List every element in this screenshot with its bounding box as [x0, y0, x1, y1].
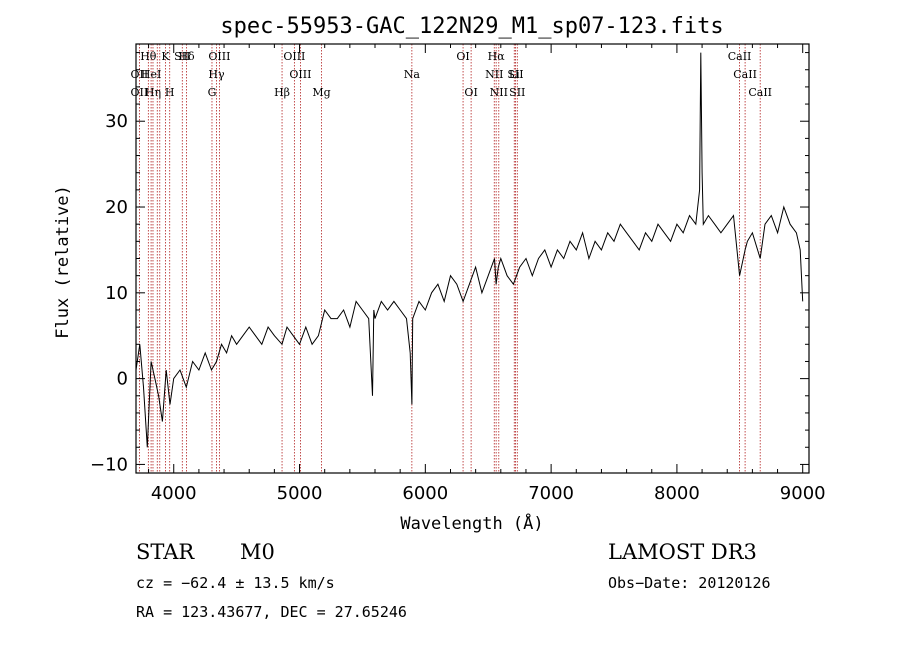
y-tick-label: −10	[90, 454, 128, 475]
y-tick-label: 10	[105, 283, 128, 304]
line-label: NII	[485, 68, 503, 81]
x-axis-label: Wavelength (Å)	[400, 512, 543, 534]
line-label: Hγ	[208, 68, 225, 81]
spectrum-series	[135, 52, 804, 448]
line-label: OI	[464, 86, 477, 99]
x-tick-label: 6000	[402, 483, 448, 504]
y-axis-label: Flux (relative)	[53, 185, 73, 339]
sky-coordinates: RA = 123.43677, DEC = 27.65246	[136, 603, 407, 621]
line-label: NII	[490, 86, 508, 99]
line-label: OII	[131, 68, 149, 81]
line-label: Na	[404, 68, 421, 81]
x-tick-label: 5000	[277, 483, 323, 504]
x-axis: 4000 5000 6000 7000 8000 9000	[148, 44, 826, 504]
line-label: Hβ	[274, 86, 290, 99]
x-tick-label: 8000	[654, 483, 700, 504]
redshift-velocity: cz = −62.4 ± 13.5 km/s	[136, 574, 335, 592]
line-label: HeI	[141, 68, 161, 81]
line-label: SII	[507, 68, 523, 81]
line-label: CaII	[733, 68, 757, 81]
line-label: Li	[509, 68, 520, 81]
line-label: H	[165, 86, 175, 99]
line-label: OI	[456, 50, 469, 63]
survey-name: LAMOST DR3	[608, 540, 757, 564]
line-label: OIII	[283, 50, 305, 63]
chart-title: spec-55953-GAC_122N29_M1_sp07-123.fits	[220, 14, 723, 39]
observation-date: Obs−Date: 20120126	[608, 574, 771, 592]
plot-frame	[135, 43, 810, 474]
line-label: OIII	[208, 50, 230, 63]
y-tick-label: 0	[117, 369, 128, 390]
line-label: OIII	[289, 68, 311, 81]
emission-line-markers	[138, 44, 761, 473]
line-label: Mg	[312, 86, 330, 99]
line-label: Hδ	[178, 50, 195, 63]
x-tick-label: 9000	[780, 483, 826, 504]
line-label: Hθ	[140, 50, 157, 63]
x-tick-label: 4000	[151, 483, 197, 504]
object-subclass: M0	[240, 540, 275, 564]
line-label: OII	[131, 86, 149, 99]
line-label: Hη	[145, 86, 161, 99]
line-label: CaII	[728, 50, 752, 63]
line-label: K	[161, 50, 170, 63]
y-axis: −10 0 10 20 30	[90, 52, 809, 475]
y-tick-label: 20	[105, 197, 128, 218]
object-class: STAR	[136, 540, 195, 564]
line-label: Hα	[488, 50, 506, 63]
line-label: SII	[509, 86, 525, 99]
line-label: SII	[174, 50, 190, 63]
line-label: CaII	[748, 86, 772, 99]
y-tick-label: 30	[105, 111, 128, 132]
x-tick-label: 7000	[528, 483, 574, 504]
spectrum-line	[135, 52, 804, 448]
line-label: G	[208, 86, 217, 99]
